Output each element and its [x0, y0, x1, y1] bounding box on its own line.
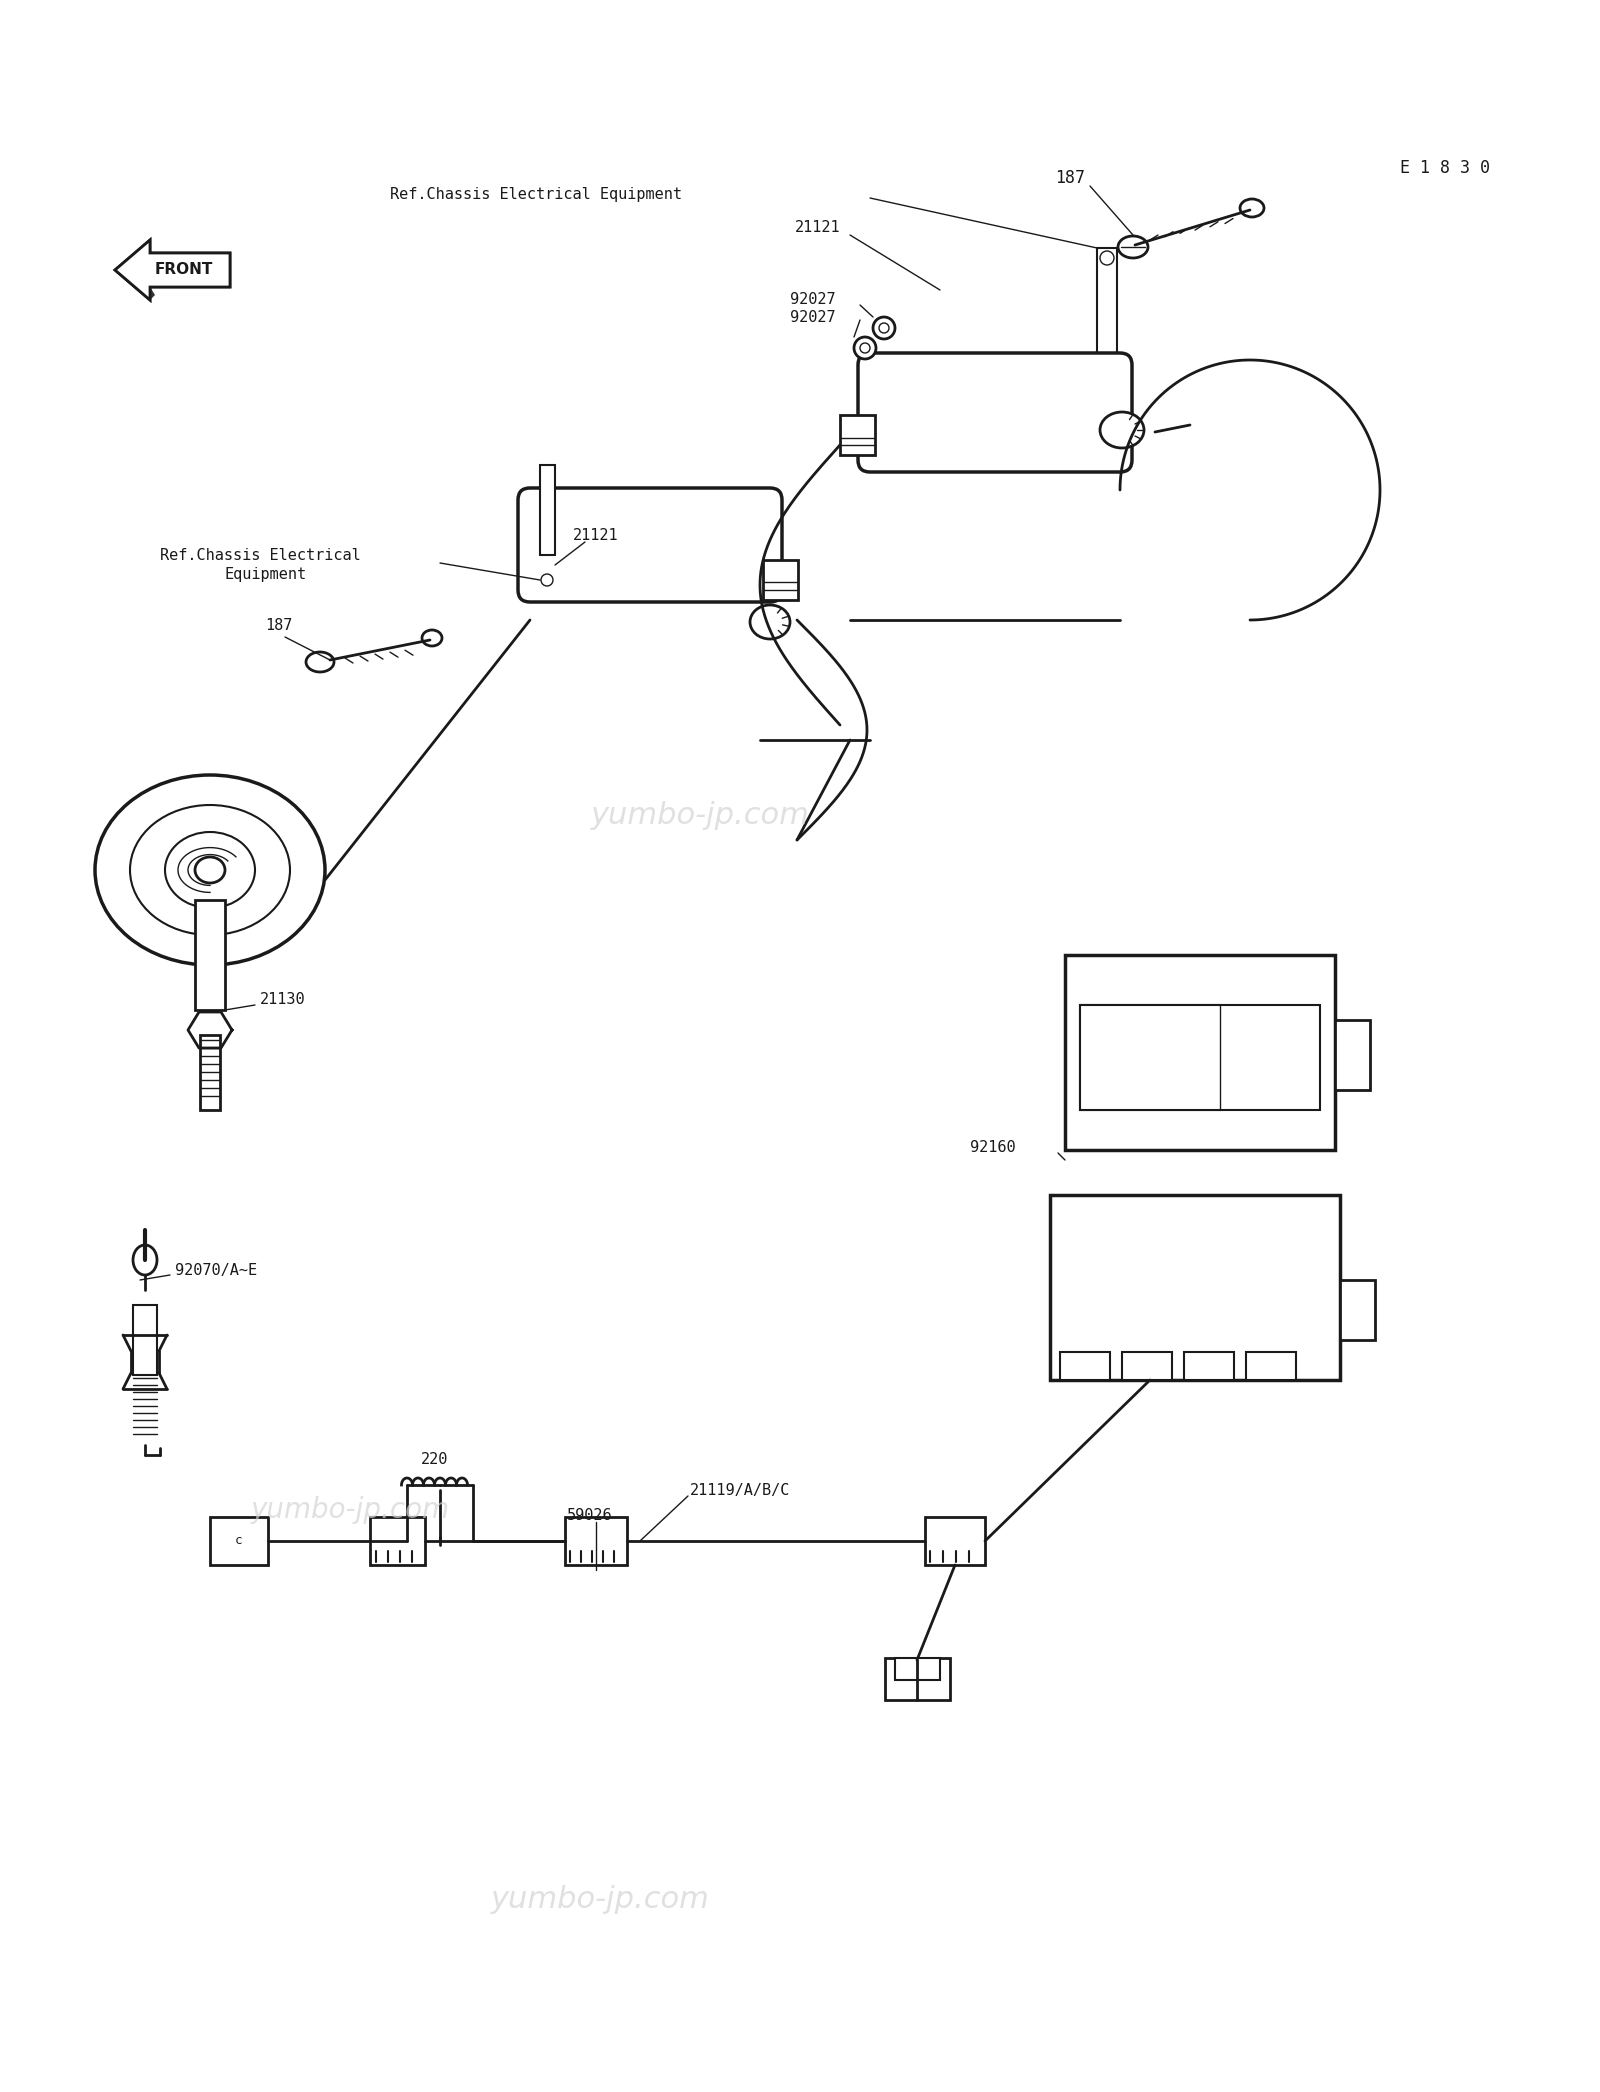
- Ellipse shape: [1118, 236, 1149, 257]
- Polygon shape: [115, 241, 230, 299]
- Bar: [894, 1659, 941, 1680]
- Bar: [1066, 956, 1334, 1151]
- Text: 21119/A/B/C: 21119/A/B/C: [690, 1483, 790, 1498]
- Text: yumbo-jp.com: yumbo-jp.com: [251, 1496, 450, 1523]
- Text: Ref.Chassis Electrical: Ref.Chassis Electrical: [160, 548, 360, 563]
- Text: E 1 8 3 0: E 1 8 3 0: [1400, 159, 1490, 178]
- Ellipse shape: [1240, 199, 1264, 218]
- Bar: [1341, 1280, 1374, 1341]
- Ellipse shape: [195, 858, 226, 883]
- Bar: [763, 561, 798, 600]
- Bar: [1334, 1021, 1370, 1090]
- Polygon shape: [115, 241, 230, 299]
- Bar: [1080, 1004, 1221, 1111]
- Bar: [925, 1517, 986, 1565]
- Text: 21130: 21130: [259, 992, 306, 1008]
- Ellipse shape: [94, 774, 325, 964]
- Bar: [840, 414, 875, 454]
- Text: 92070/A~E: 92070/A~E: [174, 1261, 258, 1278]
- Text: 187: 187: [266, 617, 293, 632]
- Bar: [200, 1036, 221, 1111]
- Ellipse shape: [541, 573, 554, 586]
- Ellipse shape: [861, 343, 870, 354]
- Bar: [541, 464, 555, 554]
- Ellipse shape: [133, 1245, 157, 1274]
- Bar: [1059, 1351, 1110, 1381]
- Ellipse shape: [878, 322, 890, 333]
- Ellipse shape: [1101, 251, 1114, 266]
- Text: 92027: 92027: [790, 293, 835, 308]
- Bar: [885, 1659, 950, 1701]
- Text: 92027: 92027: [790, 310, 835, 326]
- Bar: [1050, 1195, 1341, 1381]
- Text: Equipment: Equipment: [226, 567, 307, 582]
- Text: 21121: 21121: [573, 527, 619, 542]
- Bar: [195, 900, 226, 1010]
- Bar: [1080, 1004, 1320, 1111]
- Text: FRONT: FRONT: [155, 262, 213, 278]
- Ellipse shape: [422, 630, 442, 646]
- Ellipse shape: [750, 605, 790, 638]
- Bar: [370, 1517, 426, 1565]
- Bar: [1184, 1351, 1234, 1381]
- Ellipse shape: [854, 337, 877, 360]
- Text: yumbo-jp.com: yumbo-jp.com: [590, 801, 810, 831]
- Text: 220: 220: [421, 1452, 448, 1466]
- Ellipse shape: [1101, 412, 1144, 448]
- Polygon shape: [115, 234, 155, 299]
- Text: Ref.Chassis Electrical Equipment: Ref.Chassis Electrical Equipment: [390, 188, 682, 203]
- Text: 21121: 21121: [795, 220, 840, 236]
- Ellipse shape: [165, 833, 254, 908]
- Text: c: c: [235, 1536, 243, 1548]
- Text: yumbo-jp.com: yumbo-jp.com: [491, 1885, 709, 1914]
- FancyBboxPatch shape: [858, 354, 1133, 473]
- Text: 59026: 59026: [566, 1508, 613, 1523]
- Bar: [1098, 249, 1117, 379]
- Text: 187: 187: [1054, 169, 1085, 186]
- FancyBboxPatch shape: [518, 487, 782, 602]
- Ellipse shape: [306, 653, 334, 672]
- Bar: [1122, 1351, 1171, 1381]
- Bar: [565, 1517, 627, 1565]
- Text: 92160: 92160: [970, 1140, 1016, 1155]
- Bar: [210, 1517, 269, 1565]
- Bar: [133, 1305, 157, 1374]
- Ellipse shape: [874, 318, 894, 339]
- Bar: [1246, 1351, 1296, 1381]
- Ellipse shape: [130, 805, 290, 935]
